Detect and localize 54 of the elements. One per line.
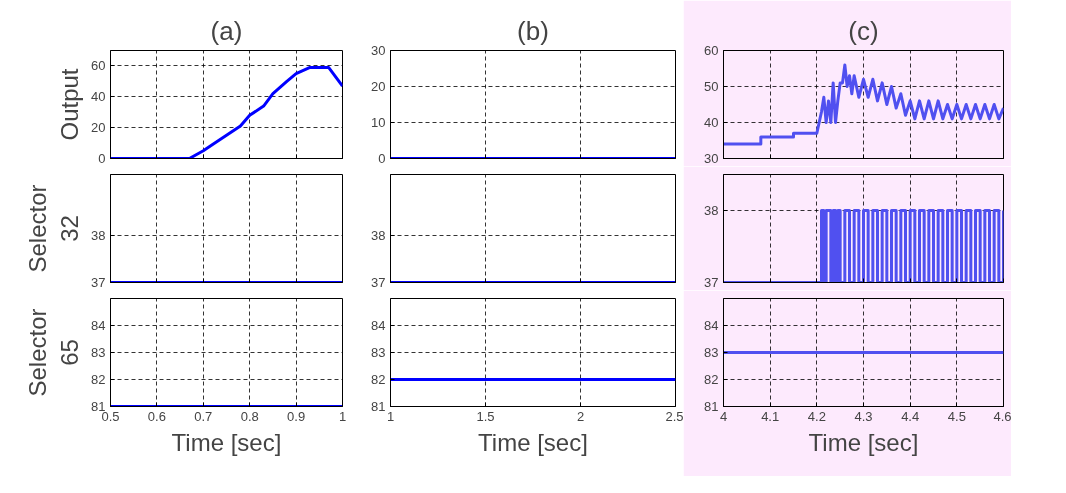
chart-title: (c) — [848, 15, 879, 46]
x-tick-label: 0.6 — [147, 408, 166, 424]
chart-title: (b) — [517, 15, 549, 46]
y-tick-label: 50 — [704, 79, 719, 94]
x-axis-title: Time [sec] — [478, 428, 588, 456]
y-tick-label: 40 — [91, 89, 106, 105]
x-tick-label: 2 — [576, 408, 585, 424]
y-tick-label: 38 — [704, 203, 719, 218]
y-tick-label: 10 — [371, 115, 386, 130]
y-tick-label: 30 — [371, 43, 386, 58]
y-tick-label: 38 — [371, 228, 386, 244]
x-tick-label: 1 — [338, 408, 347, 424]
y-tick-label: 60 — [91, 58, 106, 74]
x-tick-label: 4.6 — [993, 408, 1012, 424]
y-tick-label: 82 — [371, 372, 386, 387]
x-tick-label: 1.5 — [476, 408, 495, 424]
y-tick-label: 84 — [704, 318, 719, 333]
x-tick-label: 2.5 — [665, 408, 684, 424]
x-tick-label: 4.2 — [807, 408, 826, 424]
y-tick-label: 83 — [91, 345, 106, 360]
x-tick-label: 1 — [386, 408, 395, 424]
y-tick-label: 82 — [704, 372, 719, 387]
x-tick-label: 4.5 — [947, 408, 966, 424]
y-tick-label: 84 — [91, 318, 106, 333]
x-axis-title: Time [sec] — [808, 428, 919, 456]
y-tick-label: 0 — [378, 151, 386, 166]
x-tick-label: 4.1 — [761, 408, 780, 424]
y-tick-label: 0 — [98, 151, 106, 166]
y-axis-title: Output — [56, 68, 84, 141]
y-tick-label: 83 — [371, 345, 386, 360]
y-tick-label: 20 — [91, 120, 106, 136]
x-axis-title: Time [sec] — [171, 428, 282, 456]
y-tick-label: 40 — [704, 115, 719, 130]
x-tick-label: 0.9 — [287, 408, 306, 424]
y-tick-label: 38 — [91, 228, 106, 244]
y-tick-label: 20 — [371, 79, 386, 94]
y-axis-title: Selector 65 — [23, 308, 84, 397]
x-tick-label: 4 — [719, 408, 728, 424]
y-axis-title: Selector 32 — [23, 184, 84, 273]
y-tick-label: 84 — [371, 318, 386, 333]
y-tick-label: 81 — [704, 399, 719, 414]
y-tick-label: 30 — [704, 151, 719, 166]
x-tick-label: 4.4 — [901, 408, 920, 424]
y-tick-label: 83 — [704, 345, 719, 360]
y-tick-label: 60 — [704, 43, 719, 58]
y-tick-label: 37 — [371, 275, 386, 290]
y-tick-label: 37 — [704, 275, 719, 290]
y-tick-label: 82 — [91, 372, 106, 387]
x-tick-label: 4.3 — [854, 408, 873, 424]
x-tick-label: 0.8 — [240, 408, 259, 424]
y-tick-label: 37 — [91, 275, 106, 290]
chart-title: (a) — [210, 15, 243, 46]
x-tick-label: 0.7 — [194, 408, 213, 424]
y-tick-label: 81 — [371, 399, 386, 414]
